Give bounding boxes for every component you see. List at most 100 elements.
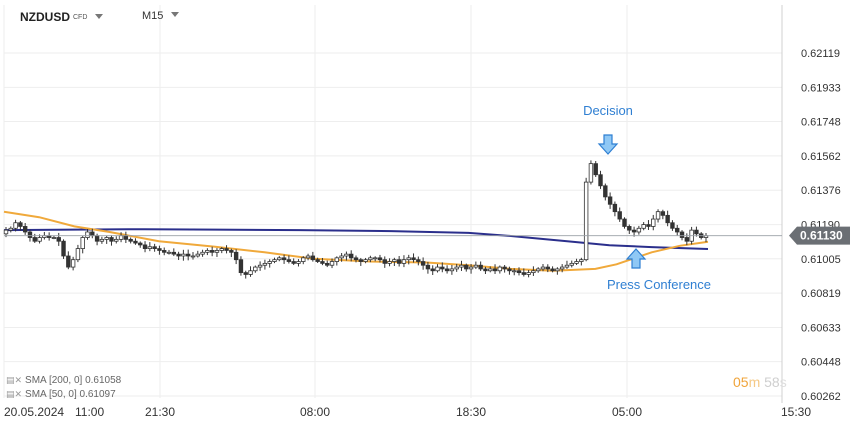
x-axis: 20.05.2024 11:00 21:30 08:00 18:30 05:00 15:30 <box>4 405 811 419</box>
x-tick-label: 05:00 <box>612 405 642 419</box>
candle <box>325 260 330 268</box>
candle <box>622 217 627 229</box>
candle <box>219 247 224 254</box>
candle <box>123 231 129 244</box>
timeframe-selector[interactable]: M15 <box>142 10 180 22</box>
arrow-down-icon <box>597 134 619 155</box>
candle <box>349 250 354 262</box>
candle <box>166 249 172 255</box>
candle <box>684 233 690 246</box>
candle <box>579 257 584 266</box>
candle <box>363 257 368 264</box>
candle <box>497 265 503 274</box>
candle <box>531 266 536 276</box>
candle <box>56 232 61 246</box>
candle <box>176 251 181 261</box>
indicator-sma200[interactable]: ▤✕ SMA [200, 0] 0.61058 <box>6 375 121 386</box>
candle <box>277 256 282 262</box>
x-tick-label: 18:30 <box>456 405 486 419</box>
x-tick-label: 15:30 <box>781 405 811 419</box>
candle <box>444 265 450 274</box>
candle <box>238 256 244 276</box>
candle <box>133 238 138 245</box>
candle <box>18 221 23 231</box>
countdown-minutes: 05 <box>733 374 749 390</box>
candle <box>641 222 646 231</box>
candle <box>200 249 205 257</box>
candle <box>435 264 440 273</box>
instrument-type-badge: CFD <box>73 14 88 21</box>
y-tick-label: 0.61933 <box>801 82 841 94</box>
candle <box>468 264 474 274</box>
indicator-settings-icon[interactable]: ▤✕ <box>6 389 23 399</box>
candle <box>233 249 239 265</box>
candle <box>483 266 488 275</box>
candle <box>253 265 258 273</box>
symbol-selector[interactable]: NZDUSD CFD <box>20 10 104 24</box>
candle <box>329 258 335 269</box>
arrow-up-icon <box>625 248 647 269</box>
y-tick-label: 0.61005 <box>801 254 841 266</box>
candle <box>646 220 651 230</box>
candle <box>51 235 57 240</box>
indicator-sma50[interactable]: ▤✕ SMA [50, 0] 0.61097 <box>6 389 116 400</box>
candle <box>569 260 574 268</box>
candle <box>454 263 459 272</box>
y-tick-label: 0.61376 <box>801 185 841 197</box>
indicator-label: SMA [50, 0] <box>25 389 77 400</box>
candle <box>521 268 527 277</box>
candle <box>603 183 608 201</box>
candle <box>114 236 119 244</box>
candles <box>3 160 709 279</box>
candle <box>171 248 177 257</box>
candle <box>516 267 522 276</box>
candle <box>665 210 670 227</box>
candle <box>66 251 71 270</box>
candle <box>540 263 546 272</box>
candle <box>411 253 416 263</box>
candle <box>449 264 455 275</box>
candle <box>651 214 656 231</box>
symbol-label: NZDUSD <box>20 10 70 24</box>
candle <box>353 255 359 263</box>
candle <box>679 230 685 241</box>
x-tick-label: 11:00 <box>75 405 104 419</box>
candle <box>512 268 517 276</box>
candle <box>185 249 191 261</box>
candle <box>377 254 383 263</box>
candle <box>75 244 81 263</box>
y-tick-label: 0.60448 <box>801 357 841 369</box>
candle <box>181 249 186 261</box>
candle <box>588 160 594 185</box>
y-tick-label: 0.60262 <box>801 391 841 403</box>
countdown-seconds-unit: s <box>779 374 787 390</box>
candle <box>564 260 570 269</box>
candle <box>607 192 613 209</box>
y-axis: 0.62119 0.61933 0.61748 0.61562 0.61376 0.611… <box>4 5 850 403</box>
candle <box>46 232 52 241</box>
candle <box>190 252 196 260</box>
candle <box>430 265 435 276</box>
annotation-press-conference-label: Press Conference <box>607 277 711 292</box>
candle <box>243 270 248 279</box>
candle <box>368 255 373 263</box>
x-tick-label: 21:30 <box>145 405 175 419</box>
candle <box>310 251 316 262</box>
candle <box>315 257 320 264</box>
candle <box>655 209 661 223</box>
candle <box>99 236 105 244</box>
countdown-minutes-unit: m <box>748 374 761 390</box>
timeframe-label: M15 <box>142 10 164 22</box>
candle <box>109 235 114 246</box>
candle <box>272 257 277 264</box>
indicator-settings-icon[interactable]: ▤✕ <box>6 375 23 385</box>
chevron-down-icon <box>171 12 180 17</box>
candle <box>440 262 445 273</box>
candle <box>344 251 349 261</box>
candle <box>32 233 37 243</box>
candle <box>334 256 340 266</box>
candle <box>8 226 13 233</box>
y-tick-label: 0.61748 <box>801 117 841 129</box>
candle <box>281 254 287 264</box>
